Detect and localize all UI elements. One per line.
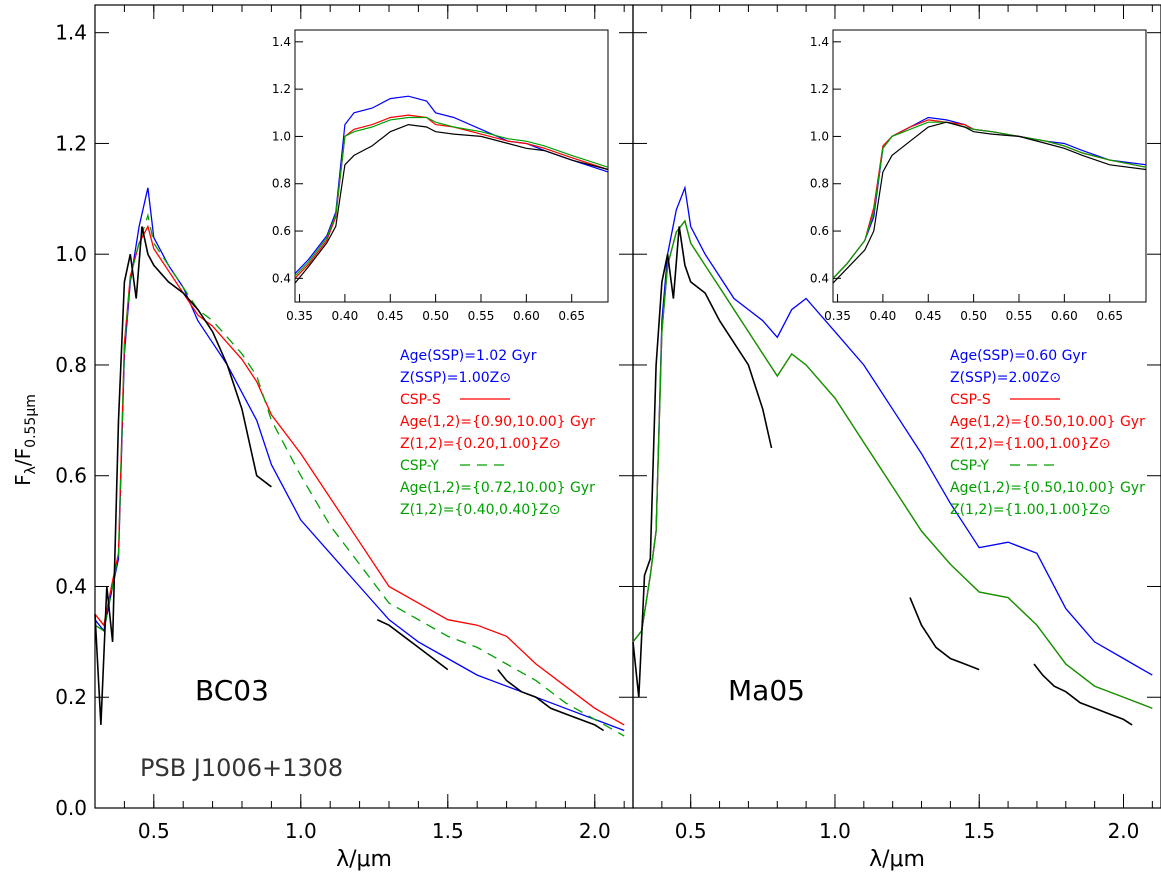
inset-y-tick-label: 1.2	[810, 82, 829, 96]
inset-series-line-4	[294, 123, 609, 284]
series-line-3-1	[632, 219, 1153, 709]
x-tick-label: 1.5	[432, 819, 464, 843]
ylabel-sub2: 0.55μm	[23, 394, 39, 448]
y-tick-label: 1.4	[55, 21, 87, 45]
y-tick-label: 0.0	[55, 796, 87, 820]
y-tick-label: 1.0	[55, 242, 87, 266]
inset-x-tick-label: 0.55	[1006, 309, 1033, 323]
ylabel-mid: /F	[11, 448, 35, 466]
inset-x-tick-label: 0.35	[286, 309, 313, 323]
x-tick-label: 0.5	[675, 819, 707, 843]
x-tick-label: 0.5	[138, 819, 170, 843]
legend-entry: CSP-S	[950, 392, 991, 408]
inset-x-tick-label: 0.40	[332, 309, 359, 323]
main-axes: 0.5 1.0 1.5 2.0	[632, 5, 1161, 843]
y-tick-label: 1.2	[55, 131, 87, 155]
inset-series-line-3	[294, 116, 609, 277]
inset-y-tick-label: 1.4	[810, 35, 829, 49]
inset-y-tick-label: 0.8	[272, 177, 291, 191]
legend-entry: CSP-Y	[950, 458, 989, 474]
inset-y-tick-label: 0.4	[272, 271, 291, 285]
panel-label: BC03	[195, 674, 269, 707]
inset-x-tick-label: 0.65	[558, 309, 585, 323]
series-line-3-1	[94, 212, 625, 737]
series-line-4-1	[94, 226, 272, 725]
inset-y-tick-label: 0.6	[810, 224, 829, 238]
inset-y-tick-label: 1.0	[272, 129, 291, 143]
legend-entry: Age(1,2)={0.50,10.00} Gyr	[950, 480, 1145, 496]
inset-series-line-1	[832, 116, 1147, 279]
inset-x-tick-label: 0.65	[1096, 309, 1123, 323]
legend-entry: Z(SSP)=2.00Z⊙	[950, 370, 1061, 386]
inset-frame	[294, 29, 609, 303]
inset-x-tick-label: 0.35	[824, 309, 851, 323]
legend-entry: Age(1,2)={0.72,10.00} Gyr	[400, 480, 595, 496]
x-axis-label: λ/μm	[869, 847, 925, 872]
inset-plot: 0.35 0.40 0.45 0.50 0.55 0.60 0.65 0.4 0.6 0.8 1.0…	[810, 29, 1147, 323]
legend: Age(SSP)=0.60 Gyr Z(SSP)=2.00Z⊙ CSP-S Age(1…	[950, 348, 1145, 518]
inset-y-tick-label: 0.6	[272, 224, 291, 238]
y-tick-label: 0.4	[55, 574, 87, 598]
plot-frame	[632, 4, 1161, 809]
x-tick-label: 2.0	[579, 819, 611, 843]
inset-x-tick-label: 0.50	[960, 309, 987, 323]
legend-entry: Z(1,2)={1.00,1.00}Z⊙	[950, 436, 1110, 452]
svg-text:Fλ/F0.55μm: Fλ/F0.55μm	[11, 394, 39, 486]
inset-x-tick-label: 0.40	[870, 309, 897, 323]
inset-y-tick-label: 0.4	[810, 271, 829, 285]
panel-2: 0.5 1.0 1.5 2.0 λ/μm Ma05 Age(SSP)=0.60 Gyr Z(S…	[632, 4, 1161, 872]
ylabel-main: F	[11, 474, 35, 486]
inset-x-tick-label: 0.60	[1051, 309, 1078, 323]
inset-series-line-4	[832, 121, 1147, 284]
legend: Age(SSP)=1.02 Gyr Z(SSP)=1.00Z⊙ CSP-S Age(1…	[400, 348, 595, 518]
y-axis-label: Fλ/F0.55μm	[11, 394, 39, 486]
legend-entry: Age(SSP)=1.02 Gyr	[400, 348, 537, 364]
panel-1: 0.5 1.0 1.5 2.0 0.0 0.2 0.4 0.6 0.8 1.0 1.2 1.4 λ/μm…	[55, 4, 634, 872]
inset-y-tick-label: 1.0	[810, 129, 829, 143]
inset-plot: 0.35 0.40 0.45 0.50 0.55 0.60 0.65 0.4 0.6 0.8 1.0…	[272, 29, 609, 323]
inset-series-line-2	[294, 114, 609, 279]
series-line-4-3	[497, 669, 605, 732]
inset-y-tick-label: 1.4	[272, 35, 291, 49]
series-line-4-2	[909, 597, 980, 671]
y-tick-label: 0.2	[55, 685, 87, 709]
series-line-4-1	[632, 226, 773, 698]
ylabel-sub: λ	[23, 466, 39, 474]
x-tick-label: 1.0	[819, 819, 851, 843]
legend-entry: Z(SSP)=1.00Z⊙	[400, 370, 511, 386]
inset-x-tick-label: 0.45	[377, 309, 404, 323]
inset-y-tick-label: 0.8	[810, 177, 829, 191]
x-axis-label: λ/μm	[336, 847, 392, 872]
inset-x-tick-label: 0.50	[422, 309, 449, 323]
inset-y-tick-label: 1.2	[272, 82, 291, 96]
series-line-4-3	[1033, 663, 1133, 726]
legend-entry: CSP-S	[400, 392, 441, 408]
inset-x-tick-label: 0.45	[915, 309, 942, 323]
inset-x-tick-label: 0.60	[513, 309, 540, 323]
series-line-1-1	[94, 187, 625, 732]
series-line-1-1	[632, 185, 1153, 676]
x-tick-label: 2.0	[1108, 819, 1140, 843]
legend-entry: Z(1,2)={1.00,1.00}Z⊙	[950, 502, 1110, 518]
legend-entry: Z(1,2)={0.40,0.40}Z⊙	[400, 502, 560, 518]
legend-entry: Z(1,2)={0.20,1.00}Z⊙	[400, 436, 560, 452]
legend-entry: Age(1,2)={0.90,10.00} Gyr	[400, 414, 595, 430]
legend-entry: Age(SSP)=0.60 Gyr	[950, 348, 1087, 364]
series-line-4-2	[376, 618, 449, 671]
y-tick-label: 0.6	[55, 464, 87, 488]
inset-x-tick-label: 0.55	[468, 309, 495, 323]
inset-frame	[832, 29, 1147, 303]
x-tick-label: 1.5	[963, 819, 995, 843]
y-tick-label: 0.8	[55, 353, 87, 377]
legend-entry: CSP-Y	[400, 458, 439, 474]
object-label: PSB J1006+1308	[140, 754, 343, 782]
legend-entry: Age(1,2)={0.50,10.00} Gyr	[950, 414, 1145, 430]
x-tick-label: 1.0	[285, 819, 317, 843]
panel-label: Ma05	[728, 674, 805, 707]
main-axes: 0.5 1.0 1.5 2.0 0.0 0.2 0.4 0.6 0.8 1.0 1.2 1.4	[55, 5, 633, 843]
